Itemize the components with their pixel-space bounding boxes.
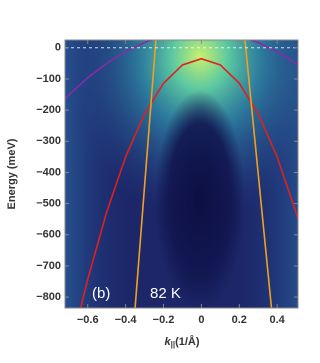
series-line [134, 40, 157, 308]
x-label-symbol: k [164, 336, 171, 348]
intensity-map [65, 40, 298, 308]
series-line [79, 57, 298, 308]
series-line [65, 40, 298, 100]
x-tick-label: −0.2 [153, 314, 175, 326]
x-label-subscript: || [171, 340, 175, 349]
x-tick-label: 0.2 [232, 314, 247, 326]
panel-label: (b) [92, 285, 110, 302]
y-tick-label: −400 [36, 166, 61, 178]
y-tick-label: 0 [55, 42, 61, 54]
series-line [244, 40, 273, 308]
y-tick-label: −300 [36, 135, 61, 147]
x-tick-label: 0.4 [270, 314, 286, 326]
y-tick-label: −600 [36, 229, 61, 241]
x-tick-label: −0.6 [77, 314, 99, 326]
temperature-label: 82 K [150, 285, 181, 302]
x-axis-label: k||(1/Å) [164, 335, 199, 349]
x-tick-label: 0 [198, 314, 204, 326]
x-label-unit: (1/Å) [175, 335, 200, 348]
curves [65, 40, 298, 308]
y-tick-label: −100 [36, 73, 61, 85]
y-tick-label: −500 [36, 198, 61, 210]
x-tick-label: −0.4 [115, 314, 138, 326]
y-axis-label: Energy (meV) [6, 138, 18, 209]
y-tick-label: −200 [36, 104, 61, 116]
plot-frame [64, 39, 299, 309]
y-tick-label: −800 [36, 291, 61, 303]
y-tick-label: −700 [36, 260, 61, 272]
